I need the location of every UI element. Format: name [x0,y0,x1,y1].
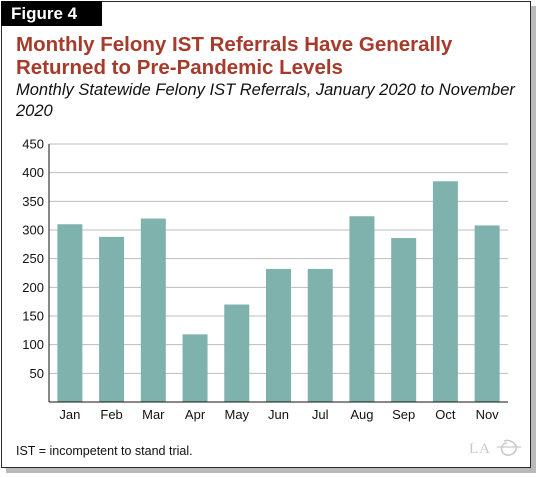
tick-labels: 50 100 150 200 250 300 350 400 450 Jan Feb Mar Apr Ma… [22,137,499,423]
bar-feb [99,236,125,402]
bar-jul [307,268,333,402]
y-tick-label: 400 [22,165,44,180]
bars [57,181,500,402]
x-tick-label: Jun [268,407,289,422]
chart-title: Monthly Felony IST Referrals Have Genera… [16,33,453,79]
bar-jun [266,268,291,402]
figure-label: Figure 4 [1,1,102,26]
bar-oct [432,181,458,402]
y-tick-label: 350 [22,194,44,209]
y-tick-label: 200 [22,280,44,295]
x-tick-label: Aug [350,407,373,422]
x-tick-label: Jan [59,407,80,422]
y-tick-label: 50 [30,366,44,381]
x-tick-label: Mar [142,407,165,422]
footnote: IST = incompetent to stand trial. [16,444,193,458]
y-tick-label: 150 [22,309,44,324]
x-tick-label: Oct [435,407,456,422]
bar-nov [474,225,500,402]
y-tick-label: 100 [22,337,44,352]
chart-subtitle: Monthly Statewide Felony IST Referrals, … [16,81,515,120]
lao-logo: LA [469,439,521,457]
bar-jan [57,224,83,402]
x-tick-label: Jul [312,407,329,422]
x-tick-label: Sep [392,407,415,422]
svg-text:LA: LA [469,441,491,457]
y-tick-label: 450 [22,137,44,152]
x-tick-label: May [224,407,249,422]
y-tick-label: 250 [22,251,44,266]
axes [48,144,508,403]
bar-may [224,304,250,402]
bar-apr [182,334,208,402]
bar-sep [391,238,417,402]
bar-aug [349,216,375,402]
x-tick-label: Feb [100,407,122,422]
y-tick-label: 300 [22,223,44,238]
bar-mar [140,218,166,402]
x-tick-label: Apr [185,407,206,422]
x-tick-label: Nov [476,407,500,422]
